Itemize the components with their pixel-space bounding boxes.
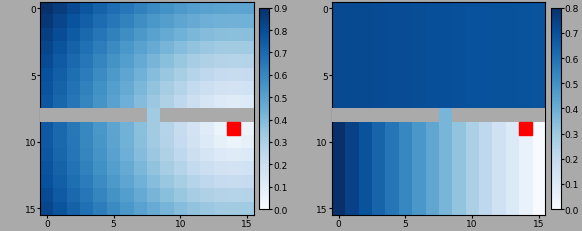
Bar: [160, 109, 254, 122]
Bar: [40, 109, 147, 122]
Bar: [332, 109, 439, 122]
Bar: [452, 109, 545, 122]
Bar: [227, 122, 240, 136]
Bar: [519, 122, 532, 136]
